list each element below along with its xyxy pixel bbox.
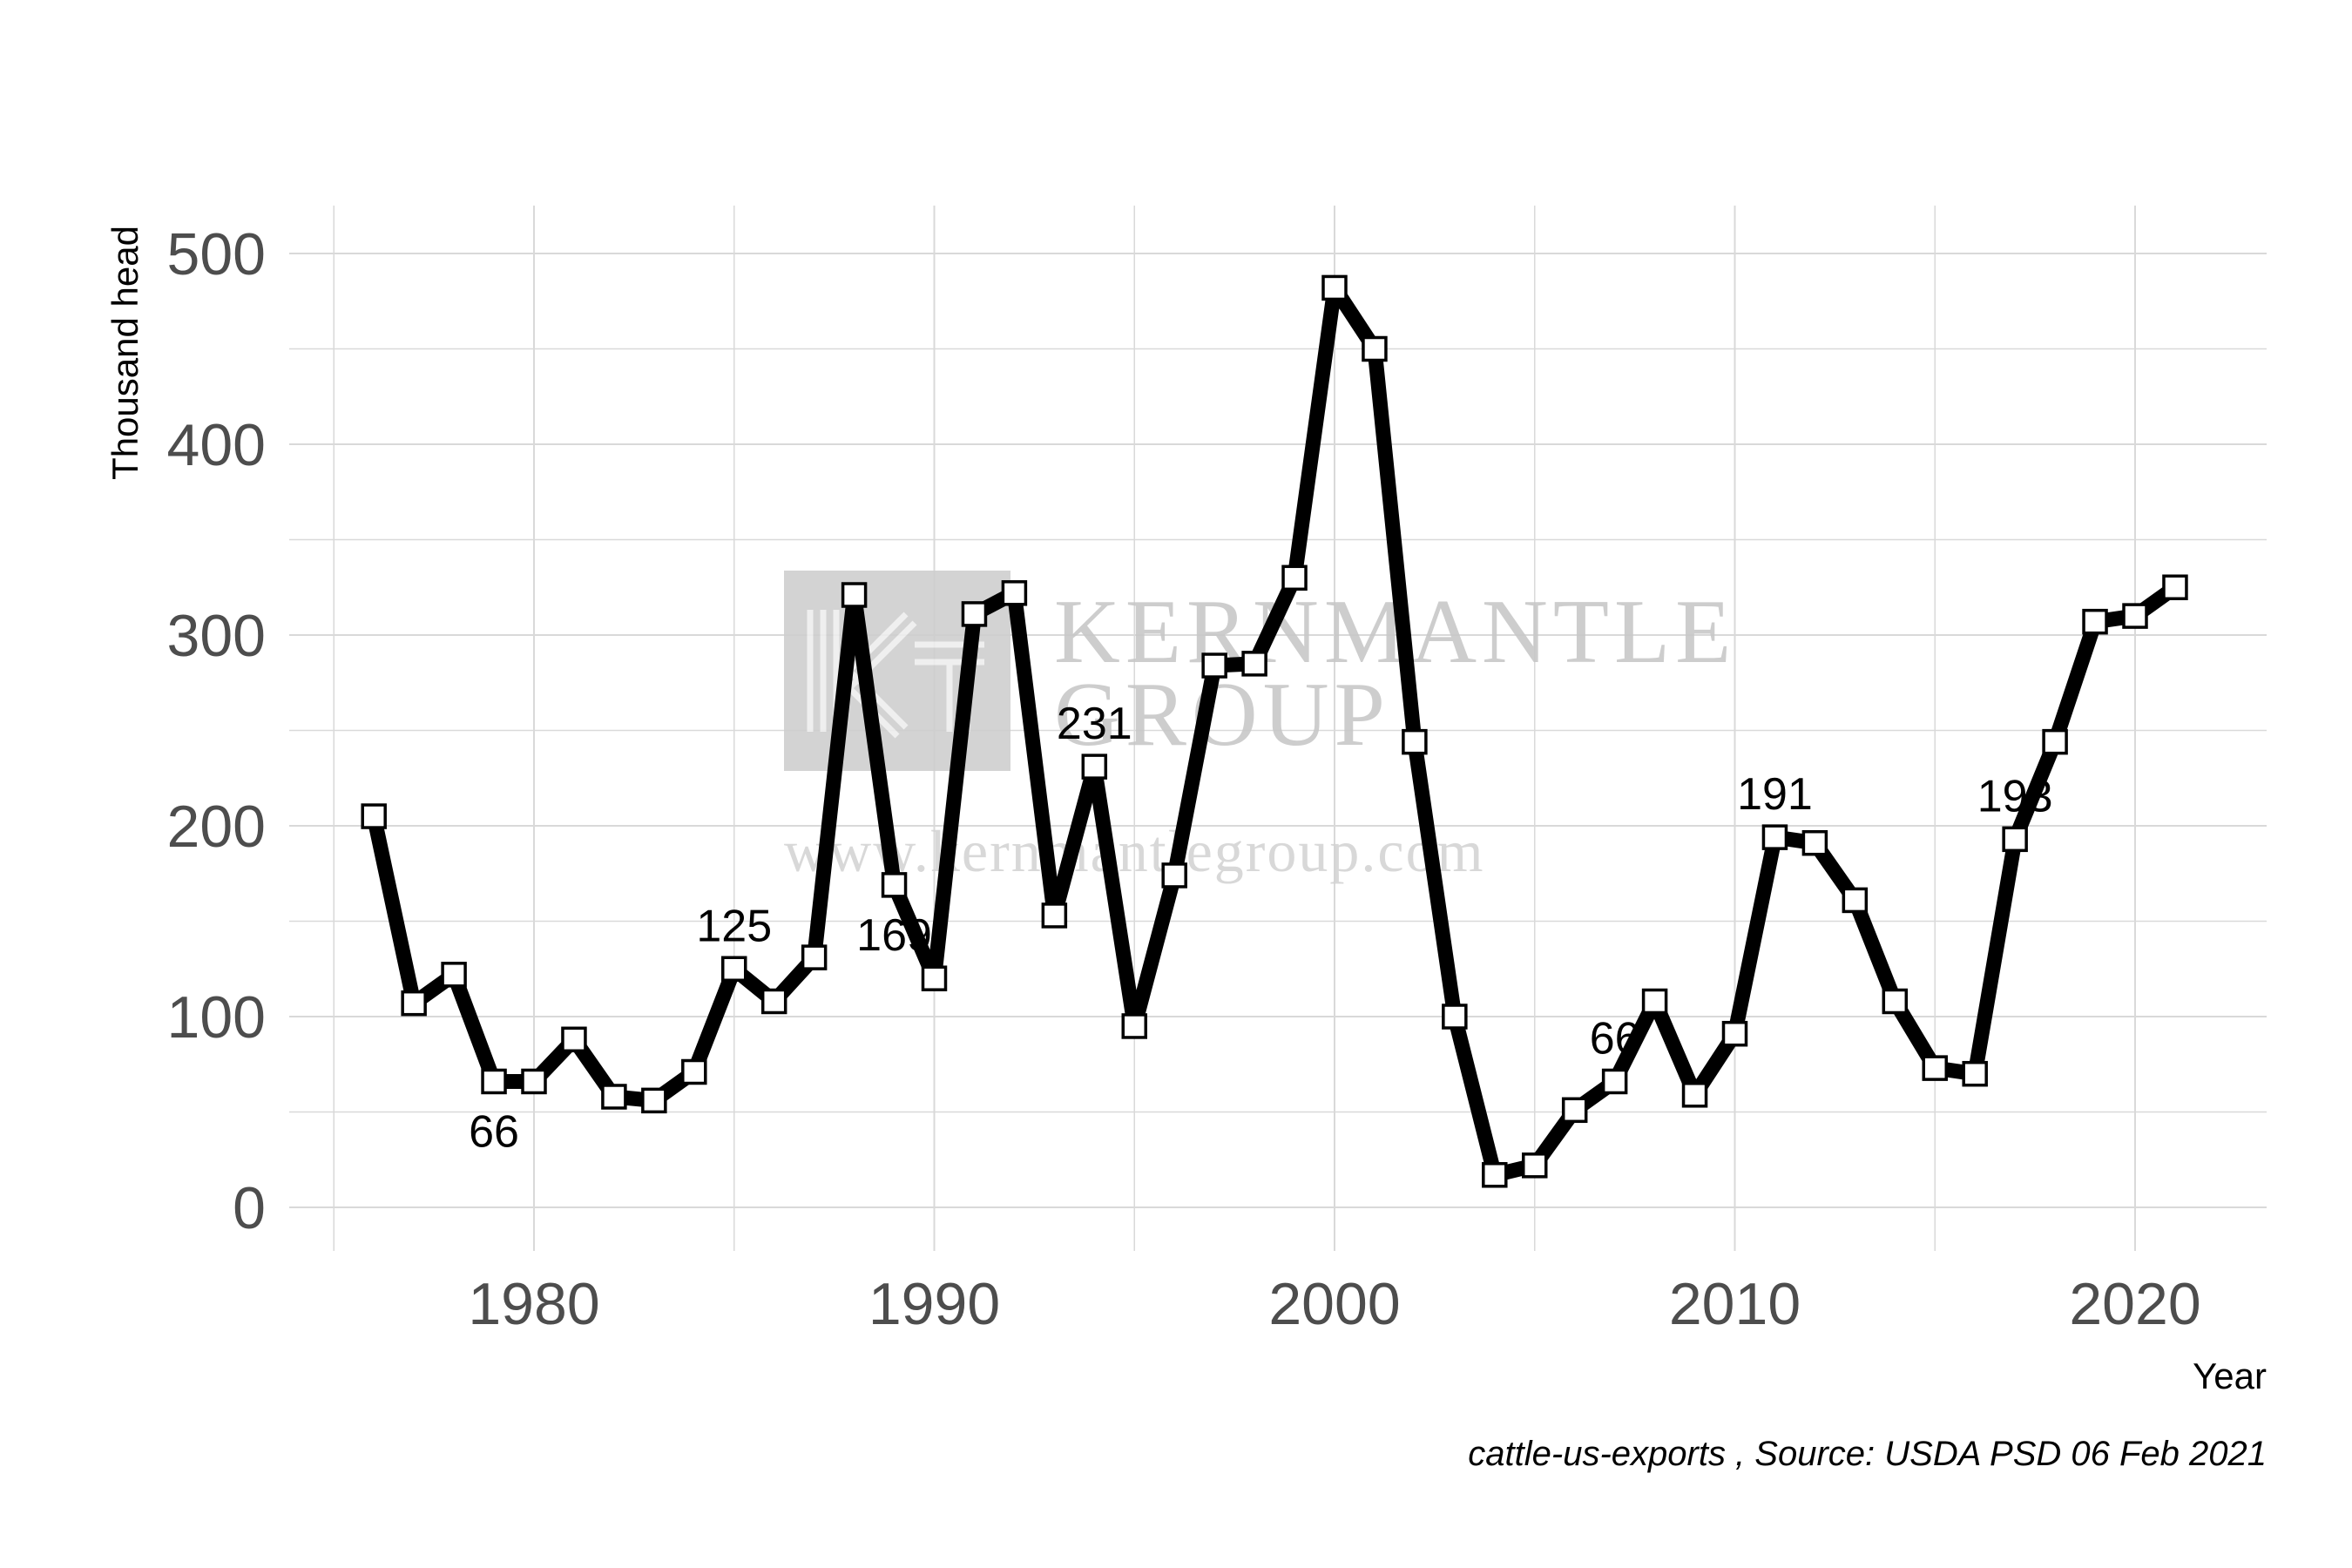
data-point-marker: [1482, 1162, 1508, 1188]
x-axis-title: Year: [2193, 1355, 2267, 1396]
y-tick-label: 500: [167, 221, 266, 287]
data-point-marker: [801, 944, 828, 970]
data-point-marker: [1681, 1082, 1708, 1108]
data-point-marker: [441, 962, 467, 988]
data-point-marker: [921, 965, 948, 991]
data-point-marker: [681, 1058, 707, 1085]
data-point-marker: [2042, 728, 2068, 755]
data-point-marker: [361, 803, 387, 829]
data-point-marker: [2002, 826, 2028, 853]
data-point-marker: [1601, 1068, 1628, 1095]
data-point-marker: [2082, 608, 2108, 635]
watermark-logo-box: [784, 571, 1010, 771]
data-point-marker: [1882, 988, 1909, 1015]
ticks-layer: 0 100 200 300 400 500 1980 1990 2000 2010 2020: [167, 221, 2201, 1337]
x-tick-label: 2010: [1669, 1271, 1801, 1337]
data-point-marker: [1721, 1020, 1748, 1047]
data-point-marker: [1121, 1013, 1147, 1039]
data-point-marker: [521, 1068, 547, 1095]
data-label: 169: [856, 910, 932, 961]
data-point-marker: [641, 1087, 667, 1114]
data-point-marker: [721, 956, 747, 982]
data-point-marker: [1161, 862, 1187, 889]
data-label: 193: [1977, 771, 2053, 821]
data-point-marker: [1962, 1060, 1988, 1087]
y-tick-label: 400: [167, 412, 266, 478]
data-point-marker: [1641, 988, 1668, 1015]
data-point-marker: [1241, 651, 1267, 677]
data-point-marker: [1281, 564, 1308, 591]
data-point-marker: [1561, 1097, 1588, 1124]
data-point-marker: [1522, 1152, 1548, 1179]
data-point-marker: [2162, 574, 2188, 600]
data-point-marker: [561, 1026, 587, 1053]
y-tick-label: 100: [167, 984, 266, 1051]
data-point-marker: [1321, 274, 1348, 301]
data-point-marker: [401, 990, 427, 1017]
data-label: 231: [1057, 699, 1132, 749]
data-point-marker: [1362, 335, 1388, 362]
data-point-marker: [2122, 603, 2148, 629]
y-axis-title: Thousand head: [105, 226, 145, 480]
data-point-marker: [1442, 1004, 1468, 1030]
chart-caption: cattle-us-exports , Source: USDA PSD 06 …: [1468, 1435, 2267, 1473]
data-point-marker: [881, 872, 908, 898]
data-point-marker: [1001, 580, 1028, 606]
data-point-marker: [601, 1084, 627, 1110]
series-line: [366, 280, 2183, 1183]
data-label: 125: [696, 901, 772, 951]
data-point-marker: [1201, 652, 1227, 679]
data-point-marker: [1842, 887, 1869, 914]
y-tick-label: 300: [167, 603, 266, 669]
data-label: 66: [1590, 1013, 1640, 1064]
y-tick-label: 0: [233, 1175, 266, 1241]
data-label: 191: [1737, 769, 1813, 820]
data-point-marker: [1801, 829, 1828, 856]
data-point-marker: [481, 1068, 507, 1095]
x-tick-label: 1990: [868, 1271, 1000, 1337]
data-point-marker: [841, 582, 868, 608]
y-tick-label: 200: [167, 794, 266, 860]
data-point-marker: [760, 988, 787, 1015]
data-point-marker: [1402, 728, 1428, 755]
data-point-marker: [1922, 1055, 1948, 1081]
series-layer: [361, 274, 2188, 1188]
labels-layer: 66 125 169 231 66 191 193: [469, 699, 2052, 1157]
data-label: 66: [469, 1106, 519, 1157]
watermark-text-line2: GROUP: [1054, 663, 1390, 765]
data-point-marker: [961, 601, 988, 627]
data-point-marker: [1081, 754, 1108, 780]
x-tick-label: 2000: [1268, 1271, 1400, 1337]
data-point-marker: [1041, 902, 1068, 929]
x-tick-label: 1980: [468, 1271, 599, 1337]
x-tick-label: 2020: [2069, 1271, 2200, 1337]
data-point-marker: [1761, 824, 1788, 850]
